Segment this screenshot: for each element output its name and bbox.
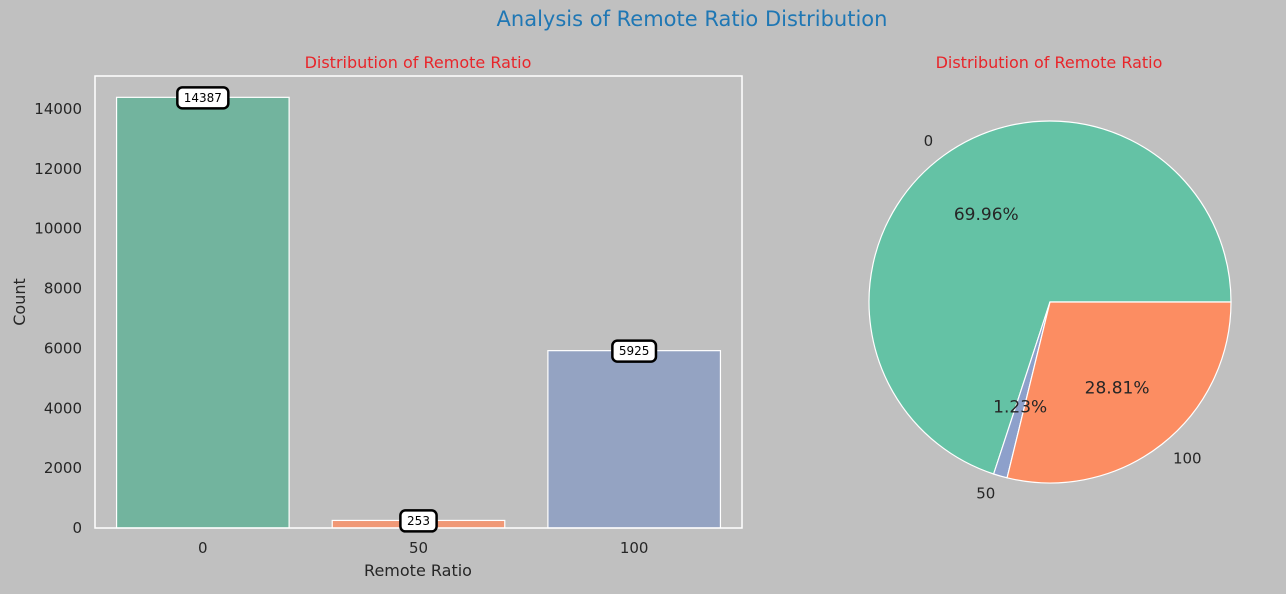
x-axis-ticks: 0 50 100	[198, 539, 648, 557]
pie-labels: 0 69.96% 50 1.23% 100 28.81%	[924, 132, 1202, 503]
y-tick-label: 0	[72, 519, 82, 537]
pie-slices	[868, 120, 1232, 484]
x-tick-label: 50	[409, 539, 428, 557]
y-tick-label: 10000	[34, 220, 82, 238]
pie-percent-label: 1.23%	[993, 397, 1047, 417]
pie-category-label: 50	[976, 484, 995, 502]
pie-category-label: 100	[1173, 450, 1202, 468]
pie-chart-title: Distribution of Remote Ratio	[936, 53, 1163, 72]
data-label: 14387	[184, 91, 222, 105]
bar	[547, 350, 722, 529]
bar	[115, 96, 290, 529]
data-label: 253	[407, 514, 430, 528]
pie-percent-label: 28.81%	[1085, 378, 1150, 398]
bars	[115, 96, 722, 529]
data-label: 5925	[619, 344, 650, 358]
y-axis-label: Count	[10, 278, 29, 326]
pie-slice	[1006, 301, 1232, 484]
bar-chart-title: Distribution of Remote Ratio	[305, 53, 532, 72]
data-label-box	[399, 509, 438, 533]
y-tick-label: 8000	[44, 280, 82, 298]
y-tick-label: 6000	[44, 339, 82, 357]
x-tick-label: 100	[620, 539, 649, 557]
pie-chart: Distribution of Remote Ratio 0 69.96% 50 1.…	[868, 53, 1232, 503]
y-axis-ticks: 0 2000 4000 6000 8000 10000 12000 14000	[34, 100, 82, 537]
y-tick-label: 4000	[44, 399, 82, 417]
figure-title: Analysis of Remote Ratio Distribution	[497, 7, 888, 31]
x-tick-label: 0	[198, 539, 208, 557]
pie-slice	[868, 120, 1232, 475]
data-label-box	[176, 86, 230, 110]
data-label-box	[611, 339, 658, 363]
data-labels: 14387 253 5925	[176, 86, 658, 533]
y-tick-label: 14000	[34, 100, 82, 118]
pie-percent-label: 69.96%	[954, 205, 1019, 225]
y-tick-label: 12000	[34, 160, 82, 178]
y-tick-label: 2000	[44, 459, 82, 477]
bar-chart: Distribution of Remote Ratio 0 2000 4000 60…	[10, 53, 743, 580]
x-axis-label: Remote Ratio	[364, 561, 472, 580]
pie-category-label: 0	[924, 132, 934, 150]
